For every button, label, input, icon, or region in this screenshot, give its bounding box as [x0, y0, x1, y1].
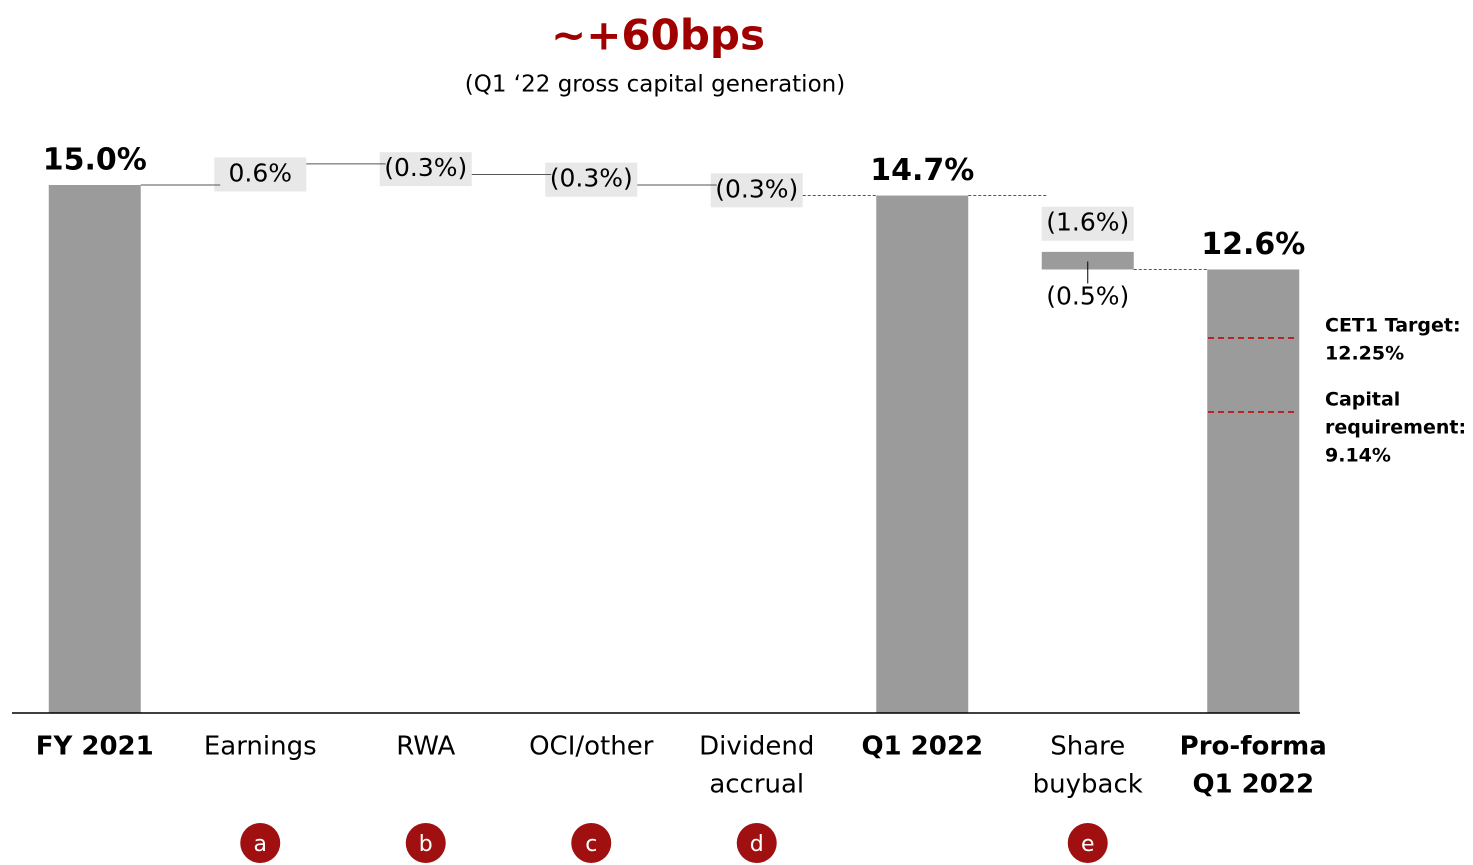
footnote-letter: b	[419, 832, 433, 857]
x-tick-label: accrual	[709, 770, 804, 800]
x-tick-label: Pro-forma	[1180, 732, 1327, 762]
chart-subtitle: (Q1 ‘22 gross capital generation)	[465, 72, 845, 98]
bar	[876, 195, 969, 713]
x-tick-label: Dividend	[699, 732, 814, 762]
label-box	[1041, 206, 1134, 241]
annotation: 12.25%	[1325, 343, 1404, 365]
value-label: 14.7%	[870, 153, 974, 188]
value-label: (0.3%)	[550, 164, 633, 193]
footnote-letter: a	[254, 832, 267, 857]
x-tick-label: Earnings	[204, 732, 317, 762]
x-tick-label: FY 2021	[36, 732, 154, 762]
value-label: (0.3%)	[384, 153, 467, 182]
footnote-marker	[240, 823, 281, 863]
annotation: Capital	[1325, 389, 1400, 411]
footnote-marker	[571, 823, 612, 863]
label-box	[379, 152, 472, 187]
x-tick-label: buyback	[1033, 770, 1143, 800]
x-tick-label: Q1 2022	[861, 732, 983, 762]
footnote-marker	[405, 823, 446, 863]
footnote-letter: e	[1081, 832, 1095, 857]
bar	[48, 185, 141, 713]
value-label: (0.5%)	[1046, 281, 1129, 310]
footnote-marker	[1067, 823, 1108, 863]
footnote-letter: c	[585, 832, 597, 857]
x-tick-label: Q1 2022	[1192, 770, 1314, 800]
x-tick-label: RWA	[396, 732, 455, 762]
label-box	[545, 162, 638, 197]
label-box	[214, 157, 307, 192]
annotation: 9.14%	[1325, 445, 1391, 467]
label-box	[710, 173, 803, 208]
value-label: 15.0%	[43, 143, 147, 178]
footnote-marker	[736, 823, 777, 863]
value-label: (1.6%)	[1046, 208, 1129, 237]
x-tick-label: Share	[1050, 732, 1125, 762]
step-bar	[1041, 251, 1134, 270]
annotation: requirement:	[1325, 417, 1466, 439]
annotation: CET1 Target:	[1325, 315, 1461, 337]
value-label: 12.6%	[1201, 227, 1305, 262]
chart-title: ~+60bps	[551, 11, 765, 60]
value-label: 0.6%	[228, 158, 292, 187]
value-label: (0.3%)	[715, 174, 798, 203]
footnote-letter: d	[750, 832, 764, 857]
bar	[1207, 269, 1300, 713]
x-tick-label: OCI/other	[529, 732, 654, 762]
